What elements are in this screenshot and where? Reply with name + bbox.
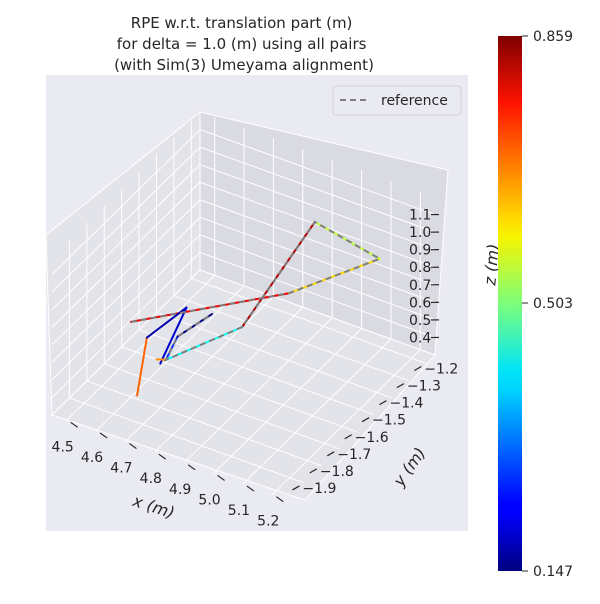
colorbar-label-min: 0.147 xyxy=(533,564,573,580)
z-tick-label: 0.4 xyxy=(409,330,431,346)
y-tick-label: −1.3 xyxy=(407,379,441,395)
z-tick-label: 0.7 xyxy=(409,278,431,294)
colorbar-label-mid: 0.503 xyxy=(533,296,573,312)
x-tick-label: 5.1 xyxy=(228,503,250,519)
x-tick-label: 4.6 xyxy=(81,450,103,466)
legend-reference-label: reference xyxy=(381,93,448,109)
chart-title-line-3: (with Sim(3) Umeyama alignment) xyxy=(114,56,374,74)
chart-title-line-2: for delta = 1.0 (m) using all pairs xyxy=(117,35,367,53)
colorbar-label-max: 0.859 xyxy=(533,29,573,45)
y-tick-label: −1.9 xyxy=(302,481,336,497)
legend: reference xyxy=(333,86,461,115)
y-tick-label: −1.7 xyxy=(337,447,371,463)
x-tick-label: 5.2 xyxy=(257,514,279,530)
colorbar xyxy=(498,36,522,571)
x-tick-label: 4.8 xyxy=(140,471,162,487)
y-tick-label: −1.4 xyxy=(389,396,423,412)
chart-title-line-1: RPE w.r.t. translation part (m) xyxy=(131,14,353,32)
z-tick-label: 0.5 xyxy=(409,313,431,329)
z-tick-label: 1.1 xyxy=(409,208,431,224)
x-tick-label: 4.7 xyxy=(110,461,132,477)
x-tick-label: 4.9 xyxy=(169,482,191,498)
z-tick-label: 0.9 xyxy=(409,243,431,259)
y-tick-label: −1.2 xyxy=(424,362,458,378)
x-tick-label: 4.5 xyxy=(52,439,74,455)
y-tick-label: −1.8 xyxy=(320,464,354,480)
z-tick-label: 0.8 xyxy=(409,260,431,276)
y-tick-label: −1.5 xyxy=(372,413,406,429)
y-tick-label: −1.6 xyxy=(355,430,389,446)
chart-title: RPE w.r.t. translation part (m) for delt… xyxy=(114,14,374,74)
z-tick-label: 1.0 xyxy=(409,225,431,241)
x-tick-label: 5.0 xyxy=(198,492,220,508)
z-tick-label: 0.6 xyxy=(409,295,431,311)
